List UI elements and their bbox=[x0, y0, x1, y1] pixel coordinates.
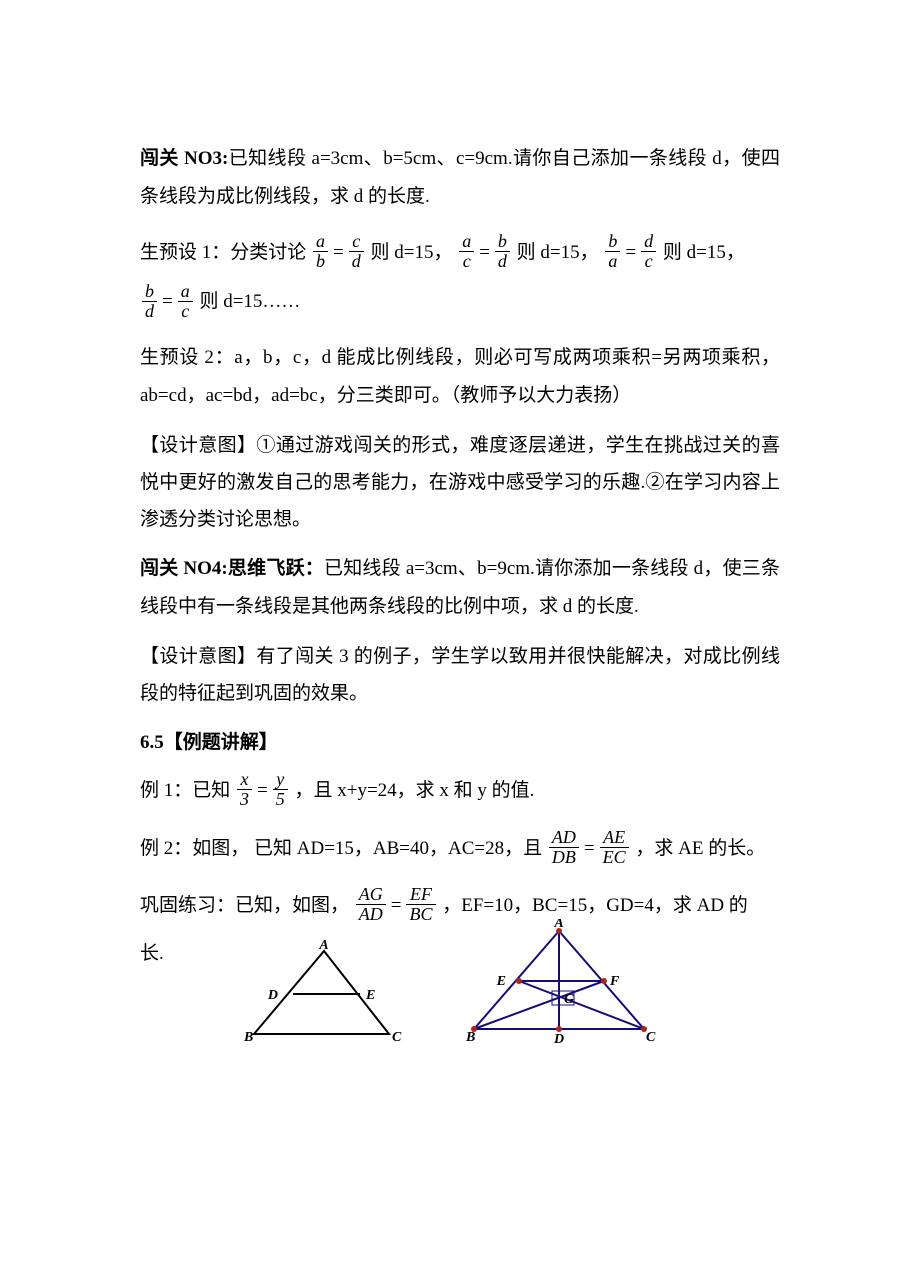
ex2-suffix: ，求 AE 的长。 bbox=[635, 838, 765, 859]
result-1: 则 d=15， bbox=[370, 242, 452, 263]
ex3-suffix: ，EF=10，BC=15，GD=4，求 AD 的 bbox=[442, 895, 748, 916]
figure-triangle-de: A B C D E bbox=[244, 939, 404, 1049]
svg-text:D: D bbox=[267, 988, 278, 1003]
equals-ex1: = bbox=[254, 780, 271, 801]
ex1-suffix: ，且 x+y=24，求 x 和 y 的值. bbox=[294, 780, 534, 801]
paragraph-preset2: 生预设 2：a，b，c，d 能成比例线段，则必可写成两项乘积=另两项乘积，ab=… bbox=[140, 339, 780, 415]
frac-a-c2: ac bbox=[178, 282, 193, 321]
frac-ag-ad: AGAD bbox=[356, 885, 386, 924]
result-4: 则 d=15…… bbox=[199, 291, 300, 312]
frac-c-d: cd bbox=[349, 232, 364, 271]
paragraph-no3: 闯关 NO3:已知线段 a=3cm、b=5cm、c=9cm.请你自己添加一条线段… bbox=[140, 140, 780, 216]
frac-b-d2: bd bbox=[142, 282, 157, 321]
ex2-prefix: 例 2：如图， 已知 AD=15，AB=40，AC=28，且 bbox=[140, 838, 542, 859]
paragraph-design-1: 【设计意图】①通过游戏闯关的形式，难度逐层递进，学生在挑战过关的喜悦中更好的激发… bbox=[140, 427, 780, 538]
body-no3: 已知线段 a=3cm、b=5cm、c=9cm.请你自己添加一条线段 d，使四条线… bbox=[140, 148, 780, 207]
frac-ad-db: ADDB bbox=[549, 828, 579, 867]
ex1-prefix: 例 1：已知 bbox=[140, 780, 230, 801]
equals-1: = bbox=[330, 242, 347, 263]
equals-ex3: = bbox=[388, 895, 405, 916]
practice-tail-row: 长. A B C D E bbox=[140, 929, 780, 1049]
example-1: 例 1：已知 x3=y5 ，且 x+y=24，求 x 和 y 的值. bbox=[140, 768, 780, 814]
equals-ex2: = bbox=[581, 838, 598, 859]
frac-b-d: bd bbox=[495, 232, 510, 271]
result-2: 则 d=15， bbox=[517, 242, 599, 263]
frac-ef-bc: EFBC bbox=[406, 885, 435, 924]
result-3: 则 d=15， bbox=[663, 242, 745, 263]
frac-ae-ec: AEEC bbox=[600, 828, 629, 867]
frac-y-5: y5 bbox=[273, 770, 288, 809]
svg-text:C: C bbox=[646, 1030, 656, 1045]
paragraph-no4: 闯关 NO4:思维飞跃：已知线段 a=3cm、b=9cm.请你添加一条线段 d，… bbox=[140, 550, 780, 626]
svg-text:A: A bbox=[553, 919, 563, 931]
svg-text:D: D bbox=[553, 1032, 564, 1047]
equals-3: = bbox=[622, 242, 639, 263]
frac-a-b: ab bbox=[313, 232, 328, 271]
svg-text:B: B bbox=[244, 1030, 253, 1045]
svg-text:A: A bbox=[318, 939, 328, 953]
svg-text:E: E bbox=[495, 974, 505, 989]
paragraph-design-2: 【设计意图】有了闯关 3 的例子，学生学以致用并很快能解决，对成比例线段的特征起… bbox=[140, 638, 780, 712]
svg-text:C: C bbox=[392, 1030, 402, 1045]
label-no4: 闯关 NO4:思维飞跃： bbox=[140, 558, 324, 579]
heading-6-5: 6.5【例题讲解】 bbox=[140, 724, 780, 762]
equals-2: = bbox=[476, 242, 493, 263]
svg-text:B: B bbox=[465, 1030, 475, 1045]
figures-row: A B C D E A bbox=[244, 919, 659, 1049]
frac-b-a: ba bbox=[605, 232, 620, 271]
label-no3: 闯关 NO3: bbox=[140, 148, 228, 169]
ex3-prefix: 巩固练习：已知，如图， bbox=[140, 895, 349, 916]
svg-text:E: E bbox=[365, 988, 375, 1003]
svg-text:F: F bbox=[609, 974, 620, 989]
paragraph-preset1: 生预设 1：分类讨论 ab=cd 则 d=15， ac=bd 则 d=15， b… bbox=[140, 228, 780, 327]
frac-a-c: ac bbox=[459, 232, 474, 271]
frac-d-c: dc bbox=[641, 232, 656, 271]
equals-4: = bbox=[159, 291, 176, 312]
preset1-prefix: 生预设 1：分类讨论 bbox=[140, 242, 306, 263]
frac-x-3: x3 bbox=[237, 770, 252, 809]
ex3-tail: 长. bbox=[140, 929, 164, 973]
figure-triangle-medians: A B C D E F G bbox=[464, 919, 659, 1049]
example-2: 例 2：如图， 已知 AD=15，AB=40，AC=28，且 ADDB=AEEC… bbox=[140, 826, 780, 872]
